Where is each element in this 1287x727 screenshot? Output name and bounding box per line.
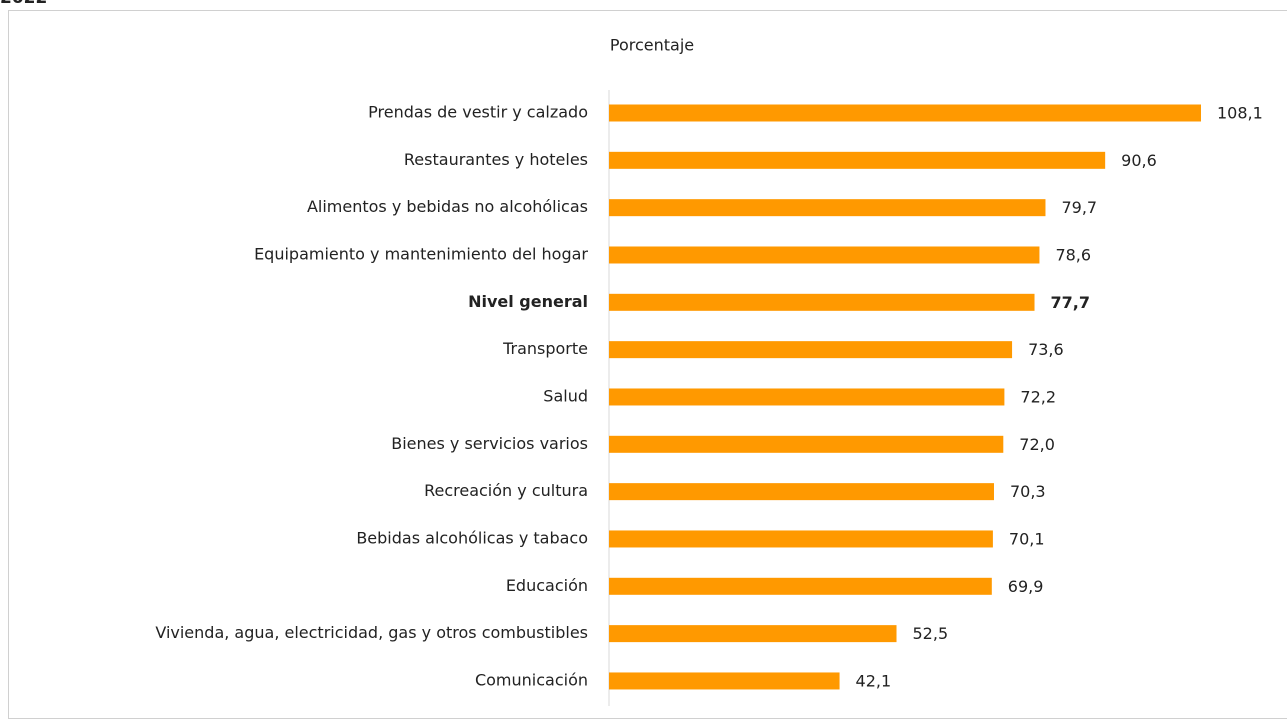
value-label: 52,5	[913, 624, 949, 643]
bar	[609, 199, 1046, 217]
bar	[609, 625, 897, 643]
value-label: 90,6	[1121, 151, 1157, 170]
value-label: 73,6	[1028, 340, 1064, 359]
category-label: Alimentos y bebidas no alcohólicas	[307, 197, 588, 216]
category-label: Bienes y servicios varios	[391, 434, 588, 453]
bar	[609, 483, 994, 501]
value-label: 42,1	[856, 671, 892, 690]
value-label: 78,6	[1055, 245, 1091, 264]
bar	[609, 151, 1106, 169]
value-label: 70,3	[1010, 482, 1046, 501]
value-label: 69,9	[1008, 577, 1044, 596]
chart-frame	[8, 10, 1287, 719]
bar	[609, 104, 1201, 122]
bar	[609, 246, 1040, 264]
value-label: 70,1	[1009, 529, 1045, 548]
value-label: 72,2	[1020, 387, 1056, 406]
value-label: 72,0	[1019, 435, 1055, 454]
category-label: Comunicación	[475, 670, 588, 689]
value-label: 79,7	[1061, 198, 1097, 217]
bar	[609, 577, 992, 595]
category-label: Nivel general	[468, 292, 588, 311]
category-label: Recreación y cultura	[424, 481, 588, 500]
category-label: Equipamiento y mantenimiento del hogar	[254, 244, 588, 263]
bar	[609, 293, 1035, 311]
category-label: Bebidas alcohólicas y tabaco	[356, 528, 588, 547]
value-label: 77,7	[1051, 293, 1090, 312]
category-label: Transporte	[502, 339, 588, 358]
value-label: 108,1	[1217, 104, 1263, 123]
bar	[609, 388, 1005, 406]
category-label: Salud	[543, 386, 588, 405]
chart-subtitle: Porcentaje	[610, 36, 694, 55]
year-label: 2022	[0, 0, 47, 8]
bar	[609, 435, 1004, 453]
bar	[609, 530, 993, 548]
category-label: Restaurantes y hoteles	[404, 150, 588, 169]
bar	[609, 672, 840, 690]
category-label: Vivienda, agua, electricidad, gas y otro…	[155, 623, 588, 642]
category-label: Educación	[506, 576, 588, 595]
bar	[609, 341, 1013, 359]
category-label: Prendas de vestir y calzado	[368, 103, 588, 122]
